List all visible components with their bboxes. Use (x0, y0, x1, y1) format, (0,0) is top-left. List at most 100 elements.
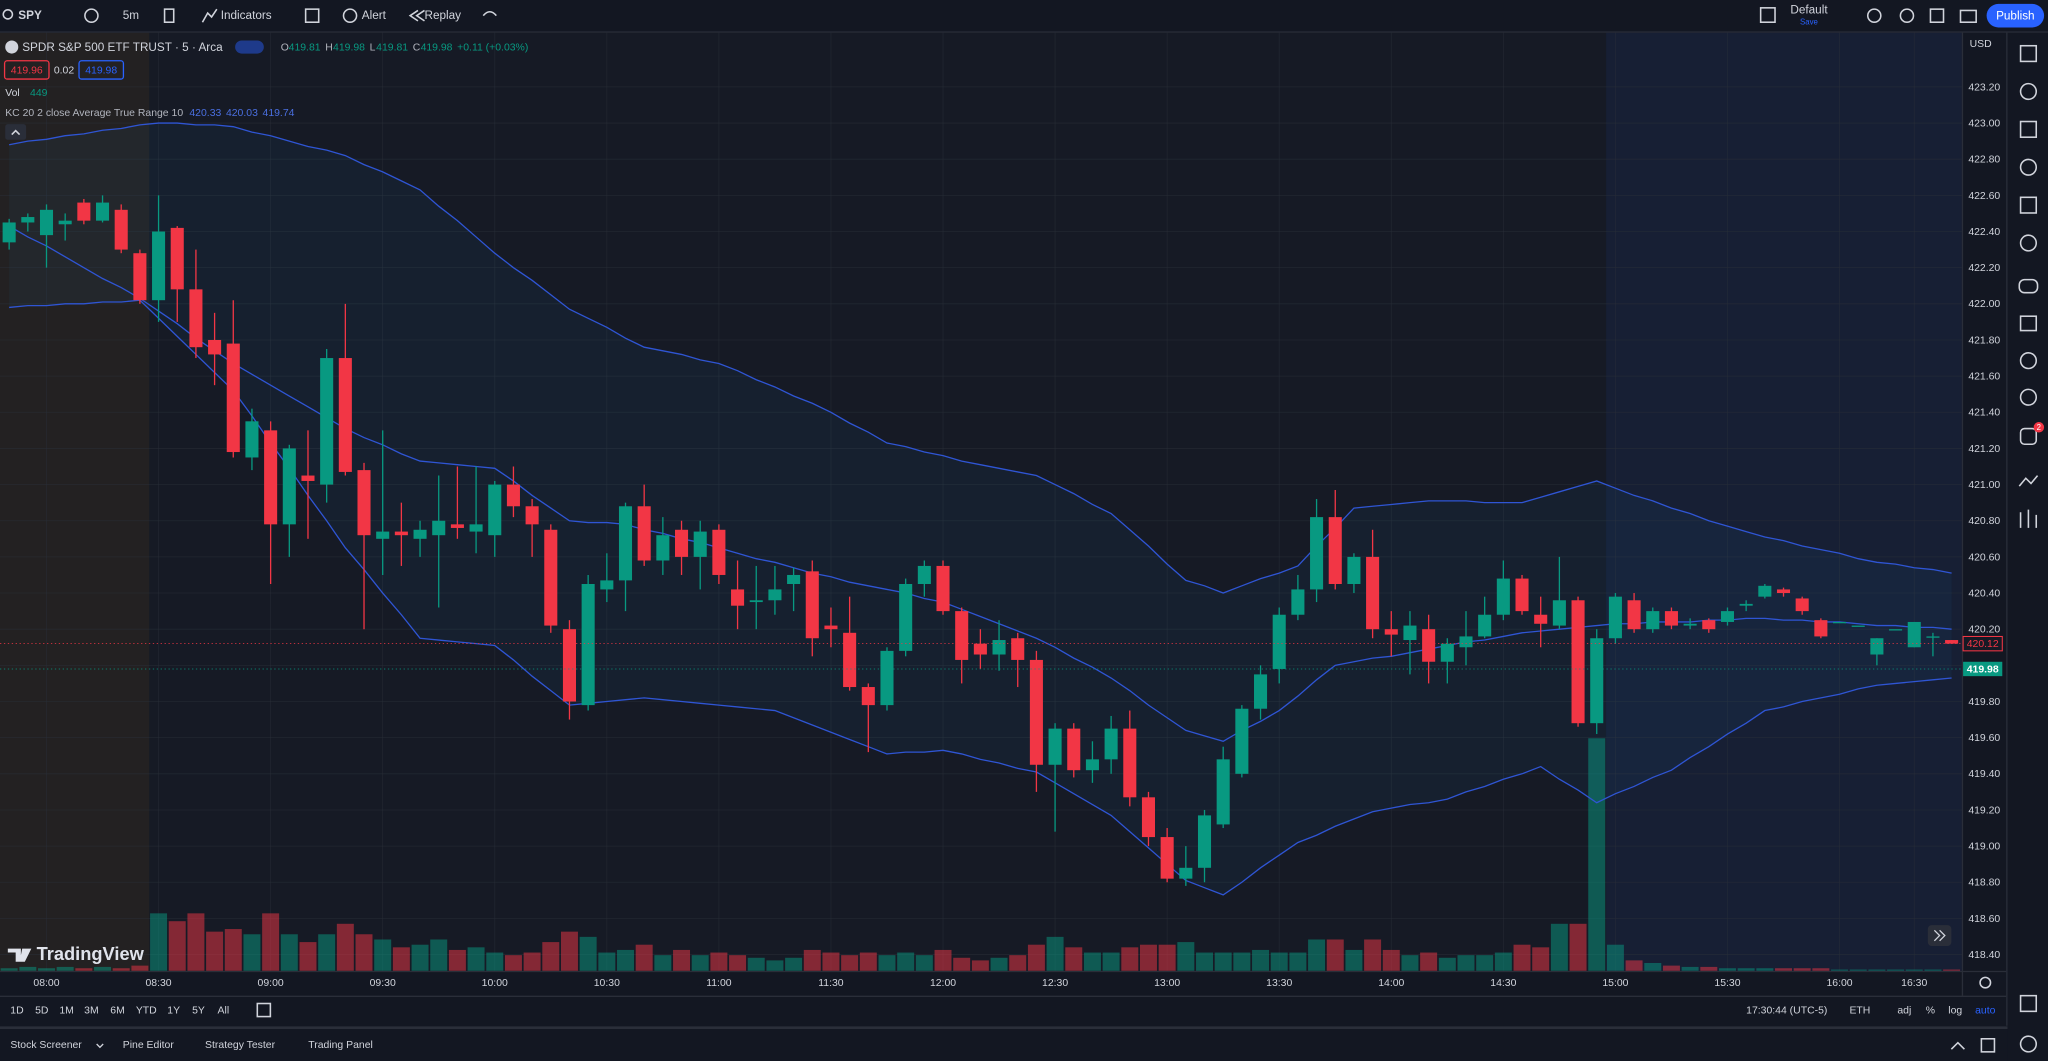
candle-body (282, 448, 296, 525)
tab[interactable]: Strategy Tester (205, 1040, 276, 1051)
chart-type-button[interactable] (163, 8, 175, 23)
candle-body (768, 589, 782, 601)
publish-button[interactable]: Publish (1996, 9, 2035, 22)
tabs-maximize[interactable] (1980, 1038, 1996, 1053)
candle-body (1141, 797, 1156, 838)
right-sidebar: 2 (2018, 44, 2045, 1053)
clock[interactable]: 17:30:44 (UTC-5) (1746, 1005, 1827, 1016)
help-button[interactable] (2019, 1035, 2038, 1053)
broadcast-button[interactable] (2019, 388, 2038, 406)
publish-bg[interactable] (1986, 3, 2045, 28)
volume-bar (822, 952, 840, 971)
range-button[interactable]: 1M (59, 1005, 73, 1016)
candle-body (1870, 638, 1884, 655)
range-button[interactable]: 5Y (192, 1005, 205, 1016)
volume-bar (990, 957, 1008, 971)
y-tick-label: 422.40 (1968, 227, 2000, 238)
fullscreen-button[interactable] (1929, 8, 1945, 23)
collapse-button[interactable] (5, 124, 27, 140)
snapshot-button[interactable] (1959, 9, 1977, 23)
settings-button[interactable] (1899, 8, 1915, 23)
data-window-button[interactable] (2019, 120, 2038, 138)
hotlists-button[interactable] (2019, 158, 2038, 176)
watchlist-button[interactable] (2019, 44, 2038, 63)
alert-button[interactable]: Alert (362, 9, 387, 22)
notifications-button[interactable] (2019, 427, 2038, 446)
replay-button[interactable]: Replay (424, 9, 461, 22)
candle-body (1889, 629, 1903, 631)
layout-name[interactable]: Default (1790, 4, 1828, 17)
tab[interactable]: Stock Screener (10, 1040, 82, 1051)
volume-bar (1420, 952, 1438, 971)
volume-bar (1513, 944, 1531, 971)
date-range-button[interactable] (256, 1002, 272, 1018)
tabs-collapse[interactable] (1950, 1041, 1965, 1050)
y-tick-label: 418.80 (1968, 878, 2000, 889)
dom-button[interactable] (2019, 509, 2038, 528)
market-status (235, 40, 264, 54)
quick-search[interactable] (1866, 8, 1882, 23)
bid-box[interactable] (3, 60, 50, 80)
kc-basis-value: 420.03 (226, 108, 258, 119)
bid[interactable]: 419.96 (11, 65, 43, 76)
tab[interactable]: Trading Panel (308, 1040, 373, 1051)
range-button[interactable]: 1Y (167, 1005, 180, 1016)
session[interactable]: ETH (1849, 1005, 1870, 1016)
chats-button[interactable] (2019, 315, 2038, 332)
range-button[interactable]: YTD (136, 1005, 157, 1016)
volume-bar (1737, 968, 1755, 971)
volume-bar (38, 968, 55, 971)
range-button[interactable]: 1D (10, 1005, 24, 1016)
ask-box[interactable] (78, 60, 125, 80)
o-label: O (281, 42, 289, 53)
range-button[interactable]: 3M (84, 1005, 98, 1016)
candle-body (749, 600, 763, 603)
axis-settings[interactable] (1979, 976, 1992, 989)
trading-button[interactable] (2018, 475, 2039, 487)
auto-toggle[interactable]: auto (1975, 1005, 1996, 1016)
volume-bar (934, 949, 952, 971)
volume-bar (1233, 952, 1251, 971)
volume-bar (94, 966, 112, 971)
volume-bar (1121, 947, 1139, 971)
symbol[interactable]: SPY (18, 9, 42, 22)
log-toggle[interactable]: log (1948, 1005, 1962, 1016)
tab[interactable]: Pine Editor (123, 1040, 175, 1051)
percent-toggle[interactable]: % (1926, 1005, 1935, 1016)
ask[interactable]: 419.98 (85, 65, 117, 76)
calendar-button[interactable] (2019, 196, 2038, 214)
volume-bar (1326, 939, 1344, 971)
candle-body (1347, 556, 1361, 585)
range-button[interactable]: All (218, 1005, 230, 1016)
currency[interactable]: USD (1970, 39, 1992, 50)
volume-bar (1905, 969, 1923, 971)
collapse-icon (11, 129, 21, 136)
candle-body (1048, 728, 1062, 765)
candle-body (1291, 589, 1305, 615)
range-button[interactable]: 5D (35, 1005, 49, 1016)
volume-bar (1289, 952, 1307, 971)
alerts-button[interactable] (2019, 82, 2038, 101)
templates-button[interactable] (304, 8, 320, 23)
search-icon[interactable] (2, 9, 14, 20)
indicators-button[interactable]: Indicators (221, 9, 272, 22)
layers-button[interactable] (2019, 994, 2038, 1013)
streams-button[interactable] (2019, 352, 2038, 370)
c-label: C (413, 42, 421, 53)
volume-bar (579, 936, 597, 971)
minds-button[interactable] (2018, 278, 2039, 294)
adj-toggle[interactable]: adj (1897, 1005, 1911, 1016)
volume-bar (953, 957, 971, 971)
candle-body (1179, 867, 1193, 879)
alert-icon (342, 8, 358, 23)
range-button[interactable]: 6M (110, 1005, 124, 1016)
compare-button[interactable] (84, 8, 99, 23)
interval[interactable]: 5m (123, 9, 140, 22)
layout-save[interactable]: Save (1800, 17, 1818, 26)
ideas-button[interactable] (2019, 234, 2038, 252)
candle-body (787, 574, 801, 585)
volume-bar (598, 952, 616, 971)
candle-body (805, 571, 819, 639)
candle-body (226, 343, 240, 453)
undo-button[interactable] (482, 10, 497, 17)
